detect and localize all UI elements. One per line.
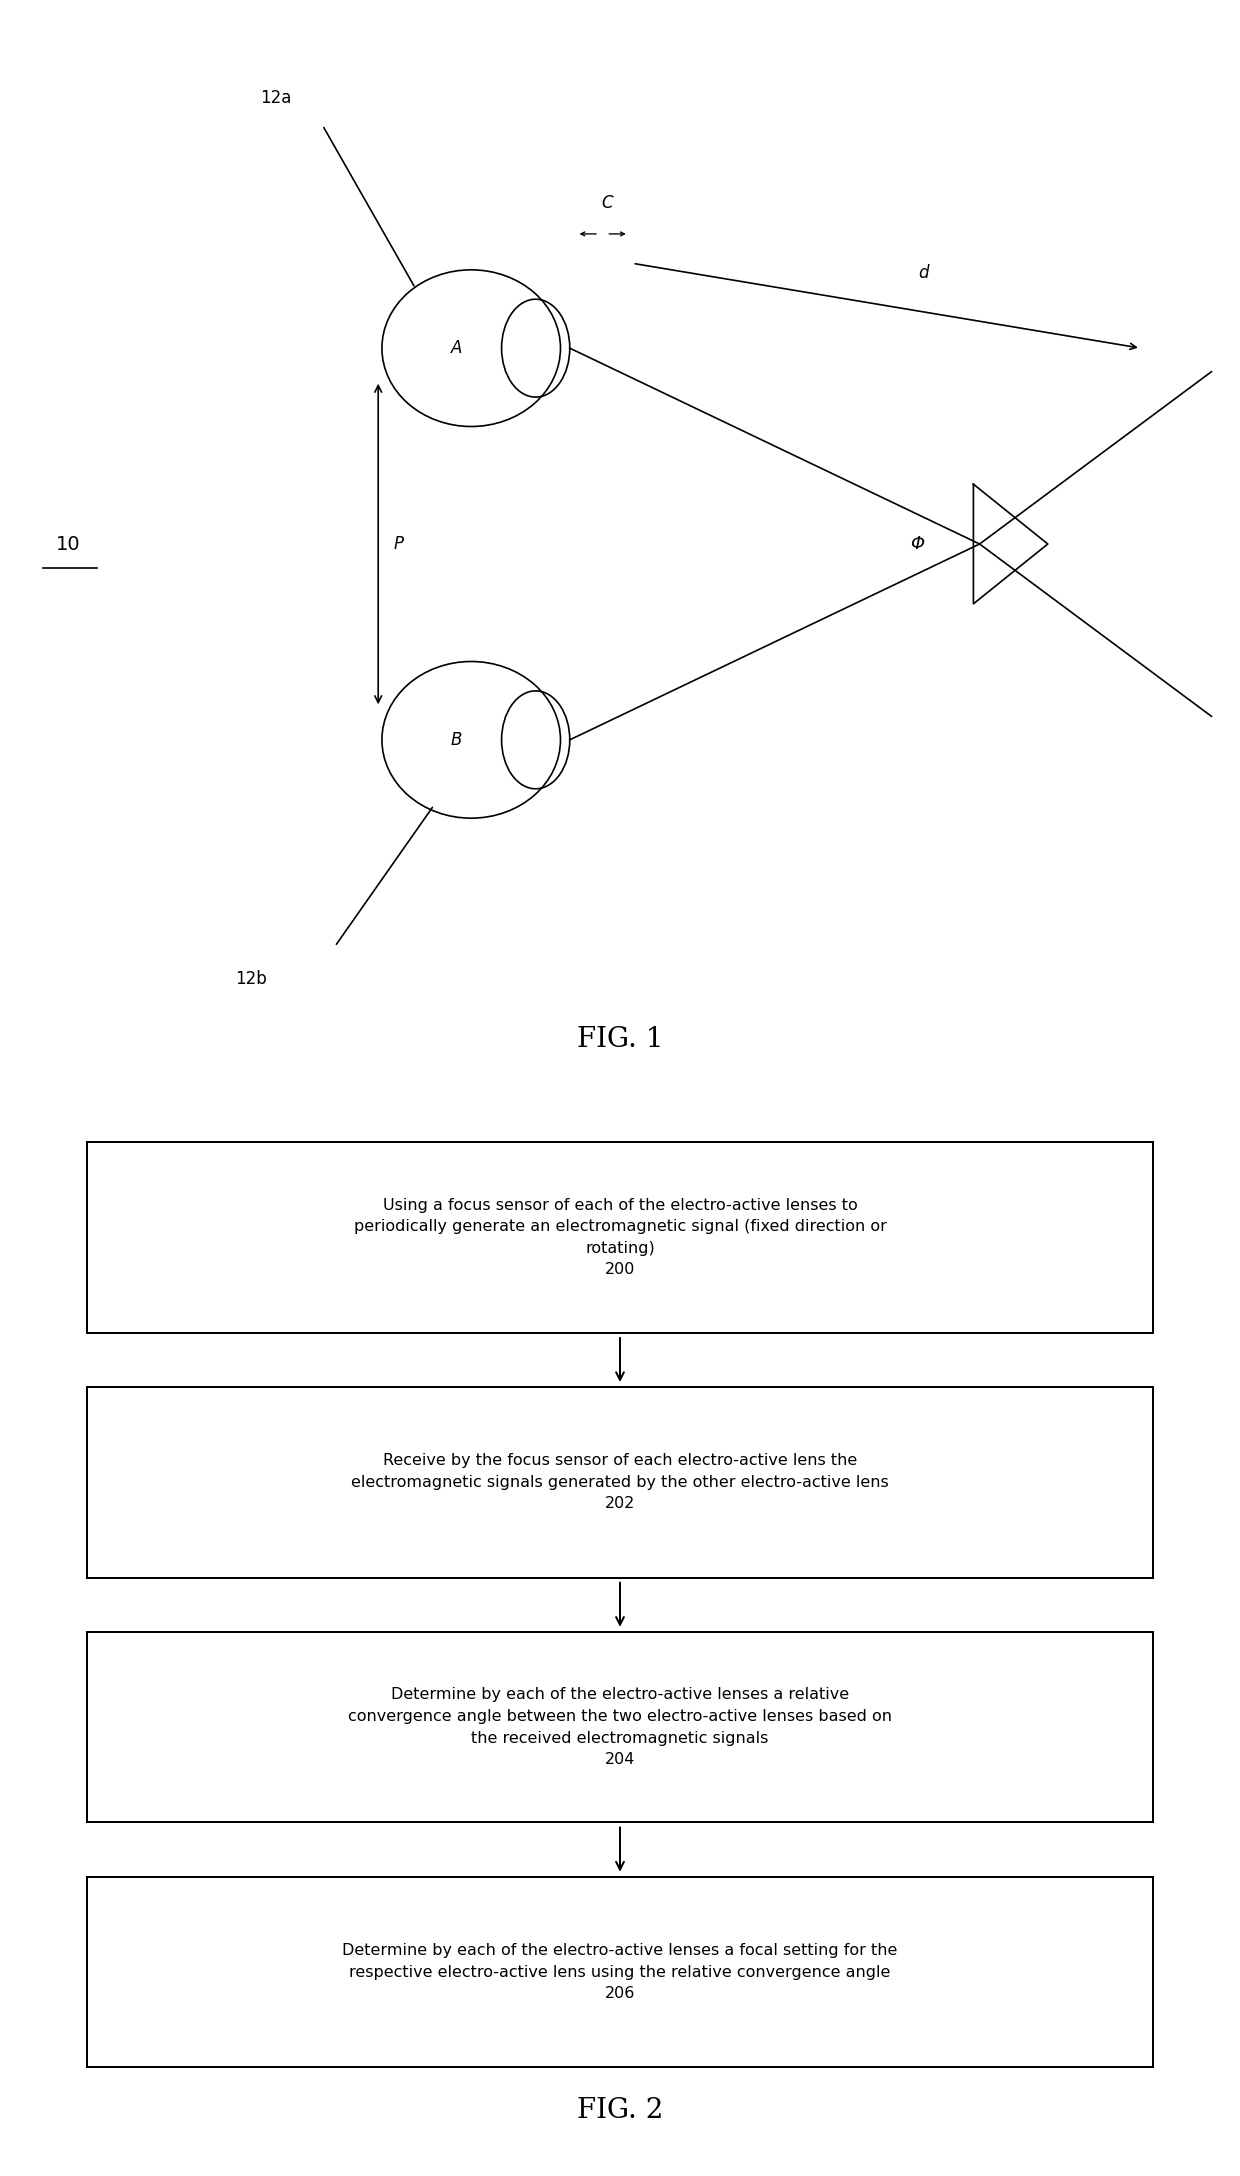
Text: A: A — [450, 339, 463, 357]
Text: Φ: Φ — [910, 535, 925, 553]
Text: 12b: 12b — [236, 970, 268, 988]
Text: FIG. 2: FIG. 2 — [577, 2098, 663, 2124]
Text: B: B — [450, 731, 463, 749]
Bar — [87, 1876, 1153, 2067]
Text: 10: 10 — [56, 535, 81, 553]
Text: FIG. 1: FIG. 1 — [577, 1025, 663, 1053]
Text: Determine by each of the electro-active lenses a relative
convergence angle betw: Determine by each of the electro-active … — [348, 1686, 892, 1767]
Text: 12a: 12a — [260, 89, 291, 107]
Bar — [87, 1388, 1153, 1578]
Bar — [87, 1632, 1153, 1823]
Text: Using a focus sensor of each of the electro-active lenses to
periodically genera: Using a focus sensor of each of the elec… — [353, 1197, 887, 1277]
Text: d: d — [919, 263, 929, 283]
Text: Determine by each of the electro-active lenses a focal setting for the
respectiv: Determine by each of the electro-active … — [342, 1943, 898, 2002]
Text: C: C — [601, 194, 614, 213]
Text: P: P — [393, 535, 403, 553]
Bar — [87, 1142, 1153, 1332]
Text: Receive by the focus sensor of each electro-active lens the
electromagnetic sign: Receive by the focus sensor of each elec… — [351, 1454, 889, 1512]
